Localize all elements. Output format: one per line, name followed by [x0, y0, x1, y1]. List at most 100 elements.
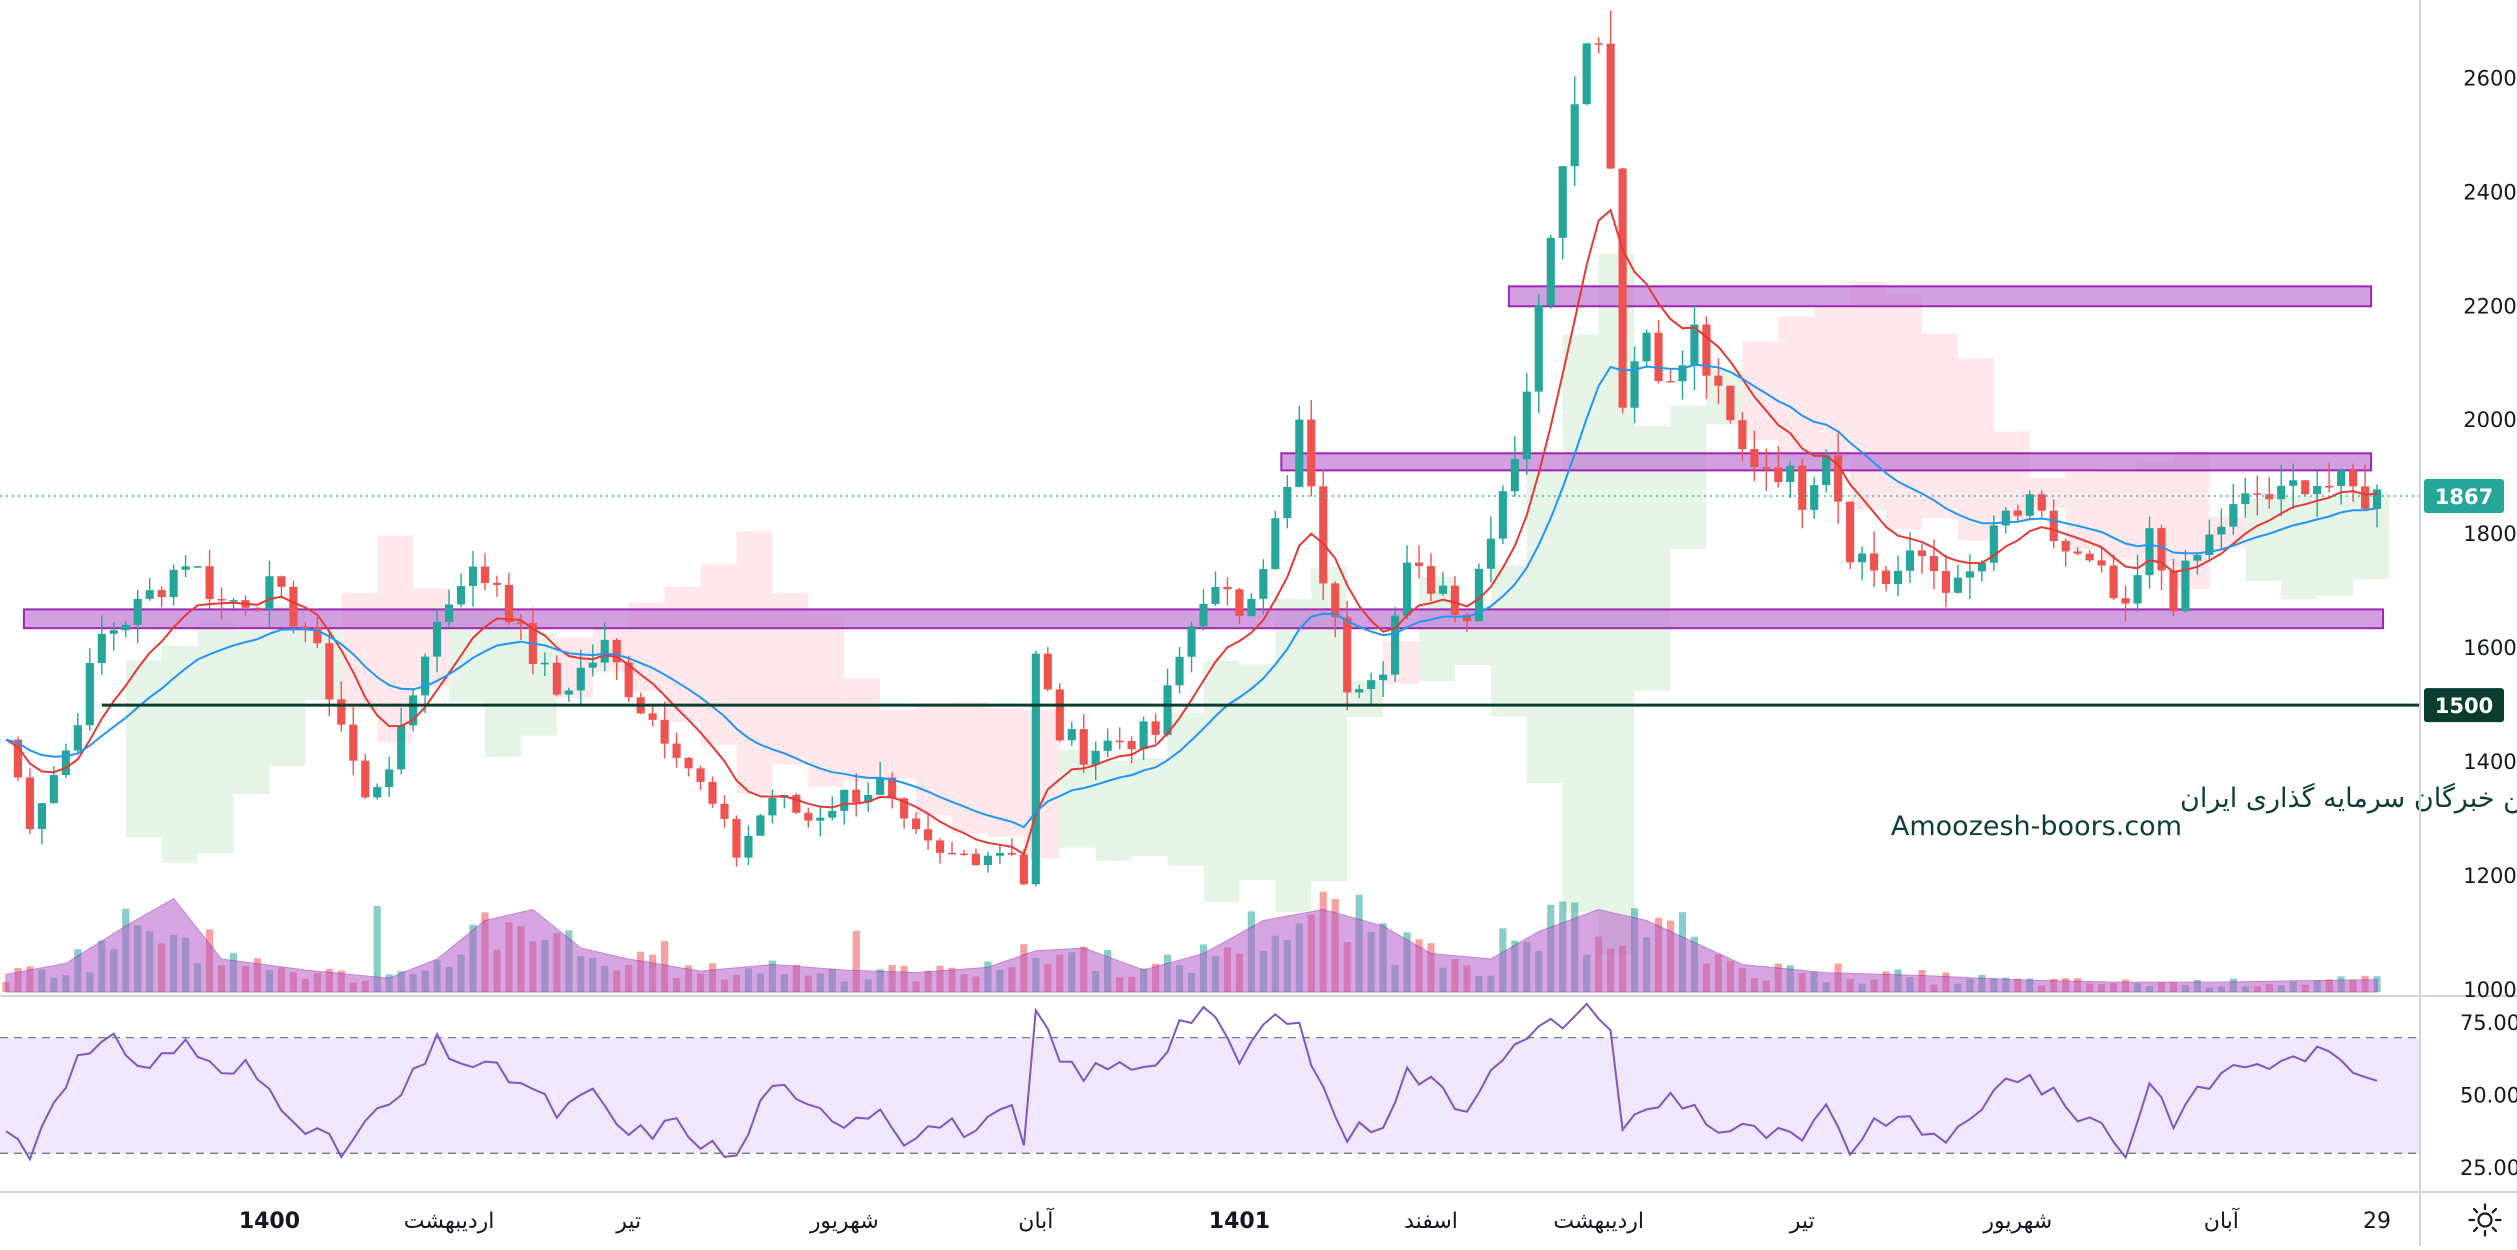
candle[interactable] [1893, 555, 1903, 596]
candle[interactable] [1774, 445, 1783, 488]
candle[interactable] [504, 572, 514, 625]
candle[interactable] [1187, 621, 1196, 673]
candle[interactable] [349, 707, 358, 775]
candle[interactable] [1786, 461, 1795, 498]
candle[interactable] [421, 653, 430, 713]
price-axis[interactable]: 1000 1200 1400 1600 1800 2000 2200 2400 2600 1867… [2424, 66, 2517, 1002]
candle[interactable] [804, 807, 813, 828]
candle[interactable] [2157, 524, 2166, 591]
candle[interactable] [1678, 350, 1687, 400]
candle[interactable] [1055, 683, 1064, 743]
candle[interactable] [1558, 165, 1567, 260]
candle[interactable] [25, 768, 35, 835]
candle[interactable] [1750, 430, 1759, 482]
candle[interactable] [1043, 647, 1052, 692]
candle[interactable] [1570, 76, 1579, 187]
rsi-pane[interactable] [0, 1002, 2420, 1162]
candle[interactable] [1402, 545, 1412, 620]
candle[interactable] [2372, 484, 2382, 528]
candle[interactable] [409, 688, 418, 732]
candle[interactable] [768, 789, 777, 823]
candle[interactable] [816, 806, 825, 837]
candle[interactable] [1426, 553, 1436, 602]
candle[interactable] [540, 652, 549, 677]
candle[interactable] [2049, 499, 2058, 549]
candle[interactable] [1223, 577, 1232, 606]
candle[interactable] [433, 609, 442, 673]
candle[interactable] [888, 772, 897, 809]
candle[interactable] [1331, 581, 1340, 638]
candle[interactable] [1642, 329, 1651, 369]
candle[interactable] [253, 607, 262, 612]
candle[interactable] [361, 753, 370, 799]
candle[interactable] [1031, 650, 1040, 887]
candle[interactable] [1917, 543, 1927, 574]
candle[interactable] [2145, 516, 2154, 589]
candle[interactable] [2193, 552, 2202, 575]
candle[interactable] [2073, 547, 2082, 556]
candle[interactable] [2109, 554, 2118, 600]
candle[interactable] [1486, 516, 1495, 583]
candle[interactable] [744, 825, 753, 866]
candle[interactable] [852, 772, 861, 817]
candle[interactable] [385, 756, 394, 798]
candle[interactable] [444, 589, 454, 628]
candle[interactable] [181, 555, 190, 578]
candle[interactable] [2181, 550, 2190, 613]
candle[interactable] [1343, 600, 1352, 711]
candle[interactable] [2265, 477, 2274, 509]
candle[interactable] [1965, 554, 1974, 600]
candle[interactable] [2169, 558, 2178, 617]
candle[interactable] [1367, 672, 1376, 707]
rsi-axis[interactable]: 25.00 50.00 75.00 [2460, 1011, 2517, 1180]
candle[interactable] [1127, 736, 1136, 764]
candle[interactable] [265, 560, 274, 628]
candle[interactable] [1438, 572, 1448, 596]
candle[interactable] [289, 580, 298, 634]
candle[interactable] [2133, 554, 2142, 613]
last-price-badge[interactable]: 1867 [2424, 479, 2504, 514]
candle[interactable] [1630, 346, 1639, 424]
candle[interactable] [2325, 462, 2334, 493]
candle[interactable] [1606, 10, 1615, 169]
candle[interactable] [1079, 714, 1088, 773]
candle[interactable] [1151, 713, 1160, 744]
candle[interactable] [1905, 532, 1915, 584]
candle[interactable] [720, 795, 729, 829]
candle[interactable] [864, 782, 873, 812]
candle[interactable] [97, 615, 106, 675]
candle[interactable] [1450, 576, 1460, 623]
candle[interactable] [1690, 305, 1699, 391]
candle[interactable] [1307, 399, 1316, 497]
candle[interactable] [37, 802, 46, 845]
candle[interactable] [995, 844, 1004, 864]
candle[interactable] [1534, 294, 1543, 414]
candle[interactable] [1522, 373, 1531, 475]
candle[interactable] [600, 622, 609, 672]
candle[interactable] [157, 586, 166, 608]
candle[interactable] [1295, 405, 1304, 488]
candle[interactable] [2097, 547, 2106, 573]
candle[interactable] [1355, 684, 1364, 699]
candle[interactable] [1391, 606, 1400, 683]
candle[interactable] [1953, 564, 1962, 594]
candle[interactable] [588, 644, 597, 677]
candle[interactable] [1235, 587, 1244, 625]
candle[interactable] [1319, 469, 1328, 600]
candle[interactable] [1163, 668, 1172, 737]
candle[interactable] [947, 841, 957, 855]
candle[interactable] [1702, 316, 1711, 399]
candle[interactable] [61, 743, 70, 779]
candle[interactable] [1870, 531, 1879, 588]
candle[interactable] [1810, 477, 1819, 519]
candle[interactable] [696, 765, 705, 791]
candle[interactable] [684, 756, 693, 777]
candle[interactable] [480, 553, 490, 591]
candle[interactable] [456, 573, 466, 608]
candle[interactable] [935, 838, 945, 864]
candle[interactable] [923, 813, 933, 850]
price-pane[interactable]: انجمن خبرگان سرمایه گذاری ایران Amoozesh… [0, 10, 2517, 993]
candle[interactable] [1989, 515, 1998, 572]
